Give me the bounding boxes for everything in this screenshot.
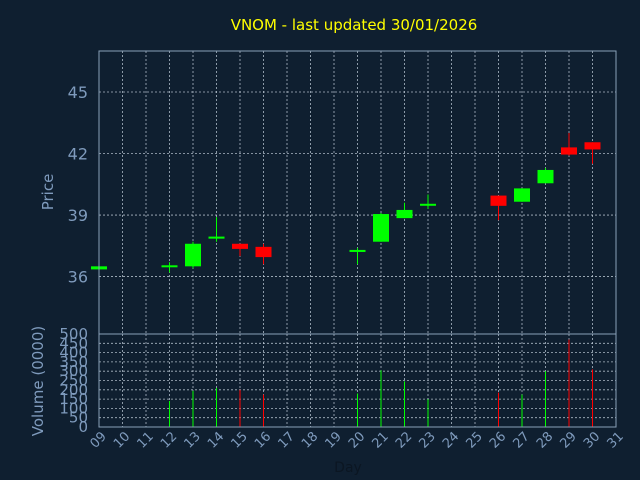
x-tick-label: 30 <box>581 429 603 451</box>
x-tick-label: 28 <box>534 429 556 451</box>
candle-body <box>161 265 178 268</box>
candle-body <box>349 249 366 252</box>
volume-tick-label: 250 <box>59 372 88 390</box>
volume-tick-label: 0 <box>78 418 88 436</box>
x-tick-label: 16 <box>252 429 274 451</box>
price-tick-label: 42 <box>68 145 88 164</box>
x-tick-label: 18 <box>299 429 321 451</box>
x-tick-label: 13 <box>182 429 204 451</box>
x-axis-label: Day <box>334 460 362 476</box>
candle-body <box>490 195 507 206</box>
x-tick-label: 09 <box>88 429 110 451</box>
candle-body <box>232 243 248 249</box>
x-tick-label: 11 <box>135 429 157 451</box>
volume-tick-label: 300 <box>59 362 88 380</box>
chart-title: VNOM - last updated 30/01/2026 <box>231 16 478 34</box>
candle-body <box>584 142 601 150</box>
candle-body <box>396 209 413 219</box>
candle-body <box>561 147 577 155</box>
x-tick-label: 22 <box>393 429 415 451</box>
x-tick-label: 12 <box>158 429 180 451</box>
candle-body <box>537 169 554 184</box>
volume-axis-label: Volume (0000) <box>29 326 47 436</box>
volume-tick-label: 50 <box>69 409 88 427</box>
x-tick-label: 29 <box>558 429 580 451</box>
x-tick-label: 27 <box>511 429 533 451</box>
x-tick-label: 14 <box>205 429 227 451</box>
volume-bars <box>169 339 593 427</box>
price-axis-label: Price <box>39 174 57 211</box>
x-tick-label: 17 <box>276 429 298 451</box>
x-tick-label: 21 <box>370 429 392 451</box>
x-tick-label: 23 <box>417 429 439 451</box>
x-tick-label: 24 <box>440 429 462 451</box>
volume-tick-label: 100 <box>59 399 88 417</box>
candle-body <box>420 203 436 206</box>
x-tick-label: 15 <box>229 429 251 451</box>
x-tick-label: 10 <box>111 429 133 451</box>
volume-tick-label: 500 <box>59 325 88 343</box>
candle-body <box>373 214 389 242</box>
price-tick-label: 39 <box>68 206 88 225</box>
volume-tick-label: 400 <box>59 344 88 362</box>
candle-body <box>185 243 201 267</box>
volume-tick-label: 200 <box>59 381 88 399</box>
volume-tick-label: 350 <box>59 353 88 371</box>
x-tick-label: 20 <box>346 429 368 451</box>
volume-tick-label: 150 <box>59 390 88 408</box>
price-grid <box>99 51 616 334</box>
price-panel: 36 39 42 45 <box>68 50 617 335</box>
x-tick-label: 25 <box>464 429 486 451</box>
volume-tick-label: 450 <box>59 334 88 352</box>
candles <box>91 133 601 273</box>
candle-body <box>255 246 272 258</box>
price-tick-label: 45 <box>68 83 88 102</box>
price-tick-label: 36 <box>68 268 88 287</box>
candle-body <box>514 188 530 202</box>
x-axis-ticks: 09 10 11 12 13 14 15 16 17 18 19 20 21 22 23 24 25 26 27 28… <box>88 429 627 451</box>
x-tick-label: 19 <box>323 429 345 451</box>
price-axis-ticks: 36 39 42 45 <box>68 83 88 287</box>
candle-body <box>208 236 225 239</box>
volume-panel-frame <box>98 333 617 428</box>
x-tick-label: 26 <box>487 429 509 451</box>
x-tick-label: 31 <box>605 429 627 451</box>
